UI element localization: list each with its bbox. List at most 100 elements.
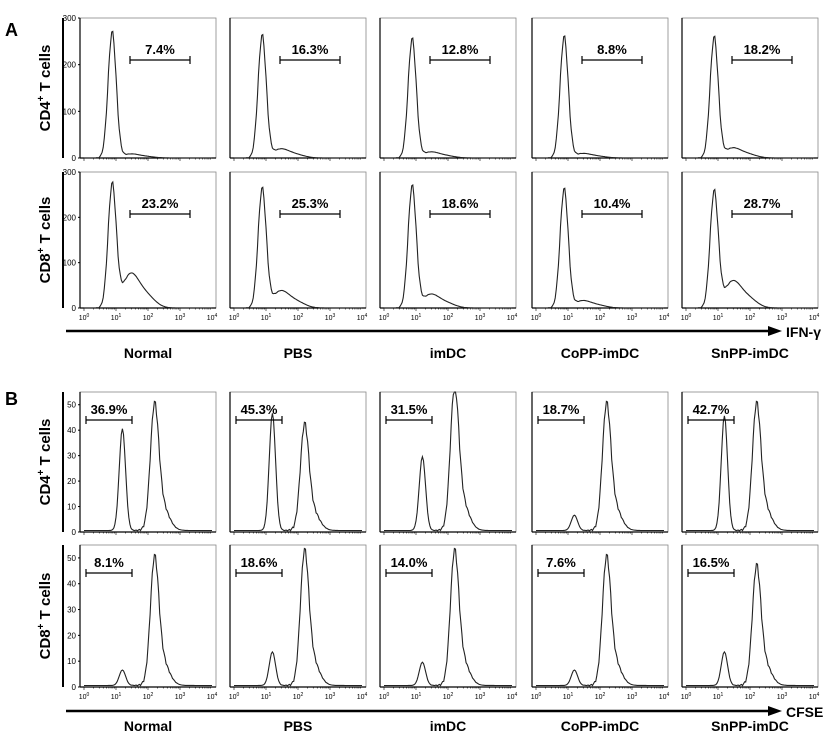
plot-frame: [681, 544, 819, 688]
x-tick-base: 10: [357, 315, 365, 322]
x-tick-exponent: 3: [785, 313, 788, 319]
gate-percentage: 8.1%: [94, 555, 124, 570]
x-tick-base: 10: [563, 694, 571, 701]
x-tick-exponent: 4: [515, 692, 518, 698]
histogram-panel: 31.5%: [379, 391, 517, 535]
x-tick-exponent: 0: [387, 313, 390, 319]
histogram-curve: [234, 413, 362, 532]
histogram-panel: 42.7%: [681, 391, 819, 535]
gate-percentage: 16.3%: [292, 42, 329, 57]
x-tick-exponent: 0: [539, 692, 542, 698]
x-tick-label: 103: [175, 692, 186, 701]
plot-frame: [229, 544, 367, 688]
x-tick-exponent: 2: [301, 692, 304, 698]
x-tick-base: 10: [175, 694, 183, 701]
x-tick-label: 104: [507, 313, 518, 322]
gate-percentage: 45.3%: [241, 402, 278, 417]
row-label-main: CD8: [37, 629, 54, 659]
x-tick-label: 102: [443, 313, 454, 322]
x-tick-base: 10: [411, 694, 419, 701]
x-tick-label: 104: [659, 692, 670, 701]
x-tick-label: 103: [175, 313, 186, 322]
x-tick-base: 10: [207, 694, 215, 701]
x-tick-exponent: 3: [333, 313, 336, 319]
x-tick-exponent: 1: [571, 313, 574, 319]
x-tick-base: 10: [681, 315, 689, 322]
y-tick-label: 0: [72, 683, 77, 692]
x-tick-base: 10: [293, 694, 301, 701]
x-tick-label: 104: [207, 313, 218, 322]
x-tick-label: 103: [627, 692, 638, 701]
y-tick-label: 50: [67, 401, 76, 410]
x-tick-exponent: 1: [419, 692, 422, 698]
x-tick-exponent: 2: [451, 313, 454, 319]
x-tick-label: 100: [531, 313, 542, 322]
x-tick-exponent: 4: [365, 313, 368, 319]
x-tick-exponent: 1: [269, 313, 272, 319]
x-tick-base: 10: [713, 694, 721, 701]
plot-frame: [531, 17, 669, 159]
x-tick-label: 100: [379, 313, 390, 322]
x-tick-base: 10: [777, 694, 785, 701]
y-tick-label: 100: [63, 259, 77, 268]
x-tick-exponent: 0: [87, 313, 90, 319]
gate-percentage: 18.7%: [543, 402, 580, 417]
gate-percentage: 42.7%: [693, 402, 730, 417]
y-tick-label: 10: [67, 503, 76, 512]
histogram-panel: 16.3%: [229, 17, 367, 161]
gate-percentage: 18.6%: [442, 196, 479, 211]
x-tick-base: 10: [507, 315, 515, 322]
y-tick-label: 40: [67, 580, 76, 589]
gate-percentage: 8.8%: [597, 42, 627, 57]
x-axis-arrow-head: [768, 706, 782, 716]
y-tick-label: 20: [67, 477, 76, 486]
x-tick-base: 10: [229, 315, 237, 322]
histogram-panel: 18.6%: [229, 544, 367, 690]
plot-frame: [79, 17, 217, 159]
histogram-panel: 36.9%: [79, 391, 217, 535]
plot-frame: [229, 17, 367, 159]
x-tick-label: 102: [293, 313, 304, 322]
x-tick-exponent: 1: [419, 313, 422, 319]
row-label-main: CD4: [37, 475, 54, 506]
y-tick-label: 40: [67, 426, 76, 435]
histogram-curve: [234, 547, 362, 687]
x-tick-exponent: 3: [483, 313, 486, 319]
x-tick-exponent: 2: [603, 313, 606, 319]
histogram-curve: [536, 187, 664, 309]
x-tick-base: 10: [379, 315, 387, 322]
gate-percentage: 36.9%: [91, 402, 128, 417]
panel-label: B: [5, 389, 18, 409]
x-tick-base: 10: [713, 315, 721, 322]
histogram-curve: [686, 35, 814, 159]
x-tick-label: 102: [143, 313, 154, 322]
condition-label: Normal: [124, 718, 172, 734]
row-label-sup: +: [36, 469, 47, 475]
x-tick-base: 10: [443, 694, 451, 701]
histogram-curve: [84, 30, 212, 159]
x-tick-label: 100: [379, 692, 390, 701]
x-tick-base: 10: [143, 694, 151, 701]
row-label-sup: +: [36, 95, 47, 101]
x-tick-base: 10: [175, 315, 183, 322]
condition-label: SnPP-imDC: [711, 718, 789, 734]
x-tick-exponent: 3: [483, 692, 486, 698]
histogram-curve: [536, 553, 664, 687]
condition-label: CoPP-imDC: [561, 345, 640, 361]
y-tick-label: 30: [67, 452, 76, 461]
x-tick-exponent: 3: [333, 692, 336, 698]
x-tick-exponent: 3: [635, 692, 638, 698]
histogram-curve: [686, 188, 814, 309]
plot-frame: [681, 17, 819, 159]
panel-label: A: [5, 20, 18, 40]
x-tick-label: 100: [531, 692, 542, 701]
histogram-panel: 7.4%: [79, 17, 217, 161]
condition-label: CoPP-imDC: [561, 718, 640, 734]
row-label-rest: T cells: [37, 419, 54, 470]
y-tick-label: 50: [67, 554, 76, 563]
y-tick-label: 0: [72, 528, 77, 537]
gate-percentage: 31.5%: [391, 402, 428, 417]
histogram-panel: 18.2%: [681, 17, 819, 161]
histogram-curve: [536, 35, 664, 159]
